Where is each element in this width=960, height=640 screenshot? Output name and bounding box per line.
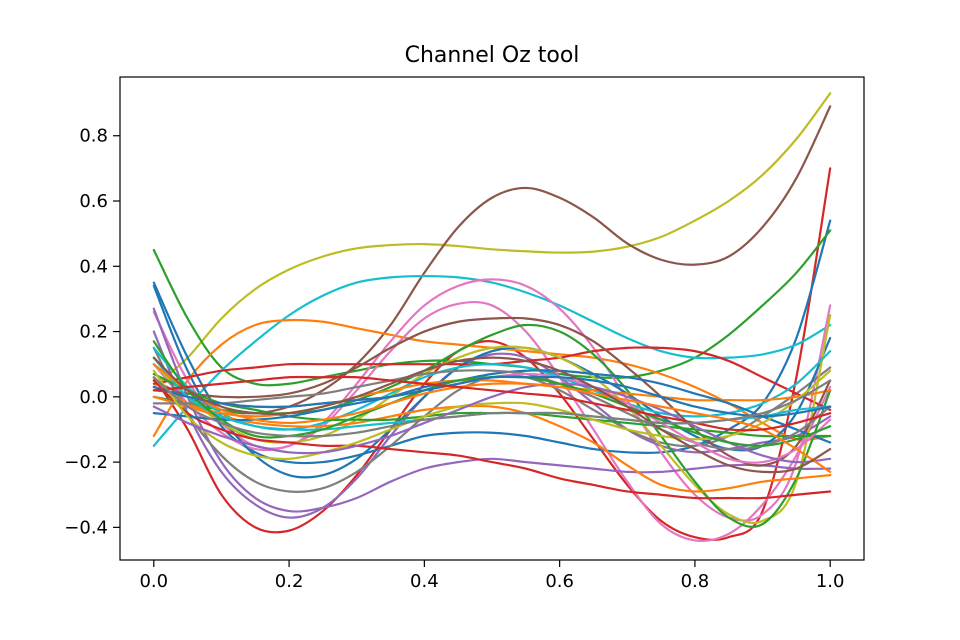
series-line-24 bbox=[152, 369, 832, 451]
y-tick-label: 0.6 bbox=[79, 191, 108, 212]
x-tick-label: 0.8 bbox=[681, 571, 710, 592]
y-tick-label: 0.0 bbox=[79, 387, 108, 408]
plot-frame bbox=[119, 76, 865, 561]
series-line-9 bbox=[152, 300, 832, 543]
series-line-28 bbox=[152, 382, 832, 464]
y-tick-label: −0.4 bbox=[64, 517, 108, 538]
series-line-34 bbox=[152, 376, 832, 438]
x-tick-label: 0.6 bbox=[545, 571, 574, 592]
x-tick-label: 1.0 bbox=[816, 571, 845, 592]
series-line-10 bbox=[152, 307, 832, 513]
y-axis: −0.4 −0.2 0.0 0.2 0.4 0.6 0.8 bbox=[64, 126, 120, 538]
series-line-32 bbox=[152, 375, 832, 432]
y-tick-label: 0.2 bbox=[79, 322, 108, 343]
series-line-30 bbox=[152, 363, 832, 473]
series-line-33 bbox=[152, 356, 832, 474]
x-tick-label: 0.2 bbox=[275, 571, 304, 592]
chart-title: Channel Oz tool bbox=[405, 43, 580, 68]
series-line-31 bbox=[152, 375, 832, 418]
series-line-1 bbox=[152, 92, 832, 389]
x-tick-label: 0.4 bbox=[410, 571, 439, 592]
x-tick-label: 0.0 bbox=[139, 571, 168, 592]
series-line-20 bbox=[152, 379, 832, 500]
y-tick-label: −0.2 bbox=[64, 452, 108, 473]
series-line-19 bbox=[152, 316, 832, 467]
series-line-11 bbox=[152, 330, 832, 519]
series-layer bbox=[152, 92, 832, 543]
y-tick-label: 0.8 bbox=[79, 126, 108, 147]
series-line-23 bbox=[152, 369, 832, 444]
series-line-21 bbox=[152, 395, 832, 493]
x-axis: 0.0 0.2 0.4 0.6 0.8 1.0 bbox=[139, 560, 845, 592]
y-tick-label: 0.4 bbox=[79, 256, 108, 277]
